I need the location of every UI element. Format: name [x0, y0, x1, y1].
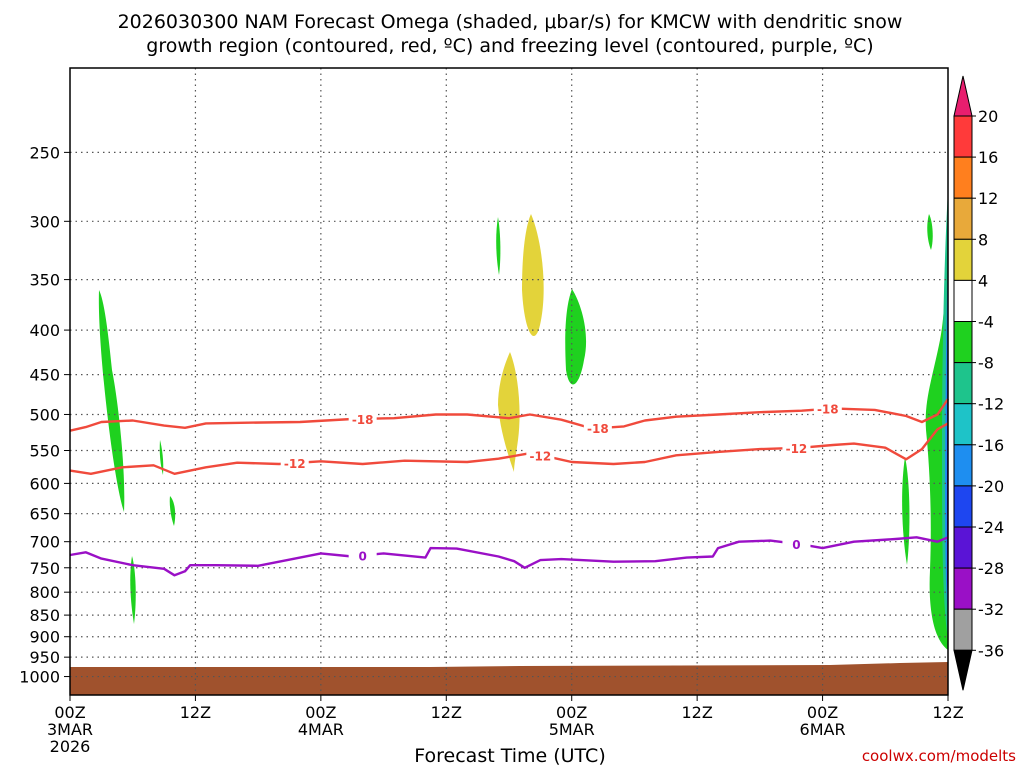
colorbar-label: -32	[978, 600, 1004, 619]
plot-frame	[69, 67, 949, 696]
contour-layer: -18 -18 -18 -12 -12 -12 0 0	[69, 398, 949, 577]
chart-title-line2: growth region (contoured, red, ºC) and f…	[146, 35, 873, 57]
x-tick-label: 00Z	[556, 703, 587, 722]
x-tick-label: 2026	[50, 737, 91, 756]
terrain-fill	[70, 662, 948, 695]
x-tick-label: 00Z	[305, 703, 336, 722]
colorbar-label: -24	[978, 518, 1004, 537]
x-tick-label: 12Z	[431, 703, 462, 722]
colorbar-label: -28	[978, 559, 1004, 578]
colorbar-label: -36	[978, 641, 1004, 660]
colorbar-band	[953, 608, 973, 651]
y-tick-label: 800	[29, 583, 60, 602]
y-tick-label: 300	[29, 212, 60, 231]
contour-label: -18	[817, 403, 839, 417]
colorbar-label: -8	[978, 354, 994, 373]
colorbar-band	[953, 526, 973, 569]
omega-green-blob-5	[496, 217, 501, 275]
contour-label: -18	[587, 422, 609, 436]
y-tick-label: 750	[29, 559, 60, 578]
colorbar-band	[953, 156, 973, 199]
y-tick-label: 600	[29, 474, 60, 493]
colorbar-label: 12	[978, 189, 998, 208]
colorbar-label: 16	[978, 148, 998, 167]
y-tick-label: 500	[29, 405, 60, 424]
y-tick-label: 700	[29, 533, 60, 552]
omega-green-blob-1	[98, 290, 125, 512]
x-tick-label: 12Z	[932, 703, 963, 722]
colorbar-label: -20	[978, 477, 1004, 496]
contour-label: 0	[792, 538, 800, 552]
x-tick-label: 3MAR	[47, 720, 93, 739]
colorbar-label: -4	[978, 313, 994, 332]
colorbar-band	[953, 115, 973, 158]
colorbar-band	[953, 197, 973, 240]
colorbar-band	[953, 567, 973, 610]
colorbar-band	[953, 279, 973, 322]
omega-green-blob-3	[169, 496, 176, 526]
colorbar-label: 20	[978, 107, 998, 126]
x-tick-label: 12Z	[180, 703, 211, 722]
omega-green-blob-2	[159, 440, 164, 475]
contour-label-bg	[526, 447, 555, 463]
colorbar-band	[953, 403, 973, 446]
contour-line-minus18	[69, 398, 949, 432]
x-axis-title: Forecast Time (UTC)	[414, 745, 605, 767]
y-tick-label: 400	[29, 321, 60, 340]
chart-title-line1: 2026030300 NAM Forecast Omega (shaded, μ…	[118, 11, 903, 33]
contour-label-bg	[813, 400, 842, 416]
contour-label: -18	[352, 413, 374, 427]
y-tick-label: 350	[29, 271, 60, 290]
omega-green-blob-6	[565, 289, 587, 385]
x-tick-label: 6MAR	[800, 720, 846, 739]
colorbar-label: -12	[978, 395, 1004, 414]
colorbar-bottom-arrow	[953, 649, 973, 691]
contour-label: -12	[284, 457, 306, 471]
colorbar-label: 8	[978, 230, 988, 249]
contour-label-bg	[782, 535, 811, 551]
contour-label-bg	[782, 439, 811, 455]
x-tick-label: 00Z	[54, 703, 85, 722]
y-tick-label: 850	[29, 606, 60, 625]
contour-label-bg	[348, 547, 377, 563]
y-tick-label: 650	[29, 505, 60, 524]
y-tick-label: 550	[29, 442, 60, 461]
x-tick-label: 4MAR	[298, 720, 344, 739]
colorbar-band	[953, 321, 973, 364]
contour-label: 0	[358, 549, 366, 563]
credit-text: coolwx.com/modelts	[862, 747, 1016, 765]
colorbar-band	[953, 238, 973, 281]
omega-green-blob-4	[130, 556, 136, 624]
y-tick-label: 900	[29, 628, 60, 647]
colorbar-band	[953, 444, 973, 487]
x-tick-label: 00Z	[807, 703, 838, 722]
contour-label-bg	[348, 410, 377, 426]
y-tick-label: 1000	[19, 668, 60, 687]
y-axis: 250 300 350 400 450 500 550 600 650 700 750 800 850 9…	[19, 143, 70, 687]
colorbar-top-arrow	[953, 75, 973, 117]
omega-yellow-blob-2	[498, 352, 520, 472]
y-tick-label: 250	[29, 143, 60, 162]
x-tick-label: 12Z	[681, 703, 712, 722]
omega-yellow-blob-1	[522, 214, 544, 337]
contour-label-bg	[583, 420, 612, 436]
colorbar: 20 16 12 8 4 -4 -8 -12 -16 -20 -24 -28 -32 -36	[953, 75, 1004, 691]
x-tick-label: 5MAR	[549, 720, 595, 739]
y-tick-label: 450	[29, 366, 60, 385]
colorbar-band	[953, 485, 973, 528]
omega-green-blob-8	[927, 214, 933, 250]
colorbar-label: 4	[978, 271, 988, 290]
contour-label-bg	[280, 455, 309, 471]
y-tick-label: 950	[29, 648, 60, 667]
colorbar-band	[953, 362, 973, 405]
contour-label: -12	[530, 449, 552, 463]
colorbar-label: -16	[978, 436, 1004, 455]
contour-label: -12	[786, 442, 808, 456]
